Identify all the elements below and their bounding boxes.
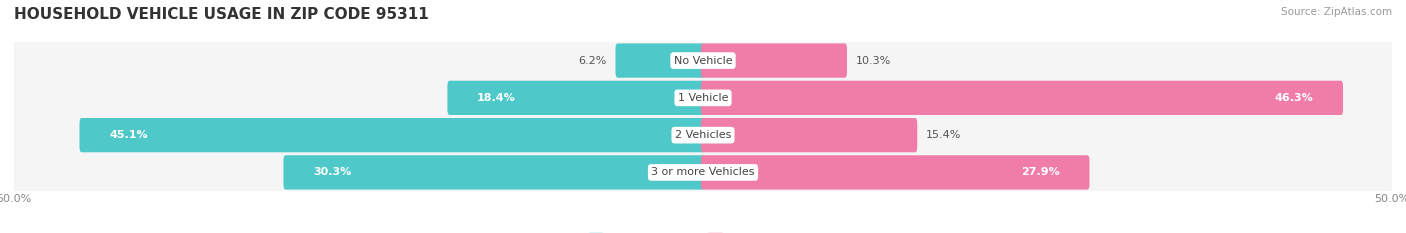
Text: 10.3%: 10.3% (856, 56, 891, 65)
Text: 3 or more Vehicles: 3 or more Vehicles (651, 168, 755, 177)
Text: HOUSEHOLD VEHICLE USAGE IN ZIP CODE 95311: HOUSEHOLD VEHICLE USAGE IN ZIP CODE 9531… (14, 7, 429, 22)
FancyBboxPatch shape (14, 31, 1392, 91)
FancyBboxPatch shape (702, 118, 917, 152)
FancyBboxPatch shape (702, 155, 1090, 190)
Text: 2 Vehicles: 2 Vehicles (675, 130, 731, 140)
Text: 46.3%: 46.3% (1275, 93, 1313, 103)
FancyBboxPatch shape (702, 81, 1343, 115)
FancyBboxPatch shape (14, 68, 1392, 128)
Text: 30.3%: 30.3% (314, 168, 352, 177)
Text: 1 Vehicle: 1 Vehicle (678, 93, 728, 103)
FancyBboxPatch shape (13, 101, 1393, 169)
FancyBboxPatch shape (447, 81, 704, 115)
FancyBboxPatch shape (13, 64, 1393, 132)
Legend: Owner-occupied, Renter-occupied: Owner-occupied, Renter-occupied (585, 229, 821, 233)
FancyBboxPatch shape (80, 118, 704, 152)
FancyBboxPatch shape (702, 43, 846, 78)
FancyBboxPatch shape (616, 43, 704, 78)
FancyBboxPatch shape (14, 142, 1392, 202)
FancyBboxPatch shape (284, 155, 704, 190)
Text: 18.4%: 18.4% (477, 93, 516, 103)
Text: No Vehicle: No Vehicle (673, 56, 733, 65)
Text: 6.2%: 6.2% (578, 56, 606, 65)
Text: 15.4%: 15.4% (927, 130, 962, 140)
Text: Source: ZipAtlas.com: Source: ZipAtlas.com (1281, 7, 1392, 17)
Text: 45.1%: 45.1% (110, 130, 148, 140)
FancyBboxPatch shape (13, 139, 1393, 206)
Text: 27.9%: 27.9% (1021, 168, 1060, 177)
FancyBboxPatch shape (13, 27, 1393, 94)
FancyBboxPatch shape (14, 105, 1392, 165)
